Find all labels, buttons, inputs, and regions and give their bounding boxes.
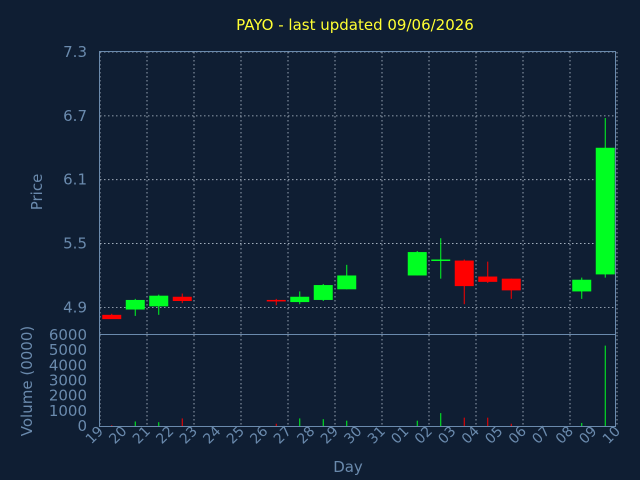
candle-body xyxy=(431,259,451,262)
volume-tick-label: 1000 xyxy=(49,402,87,420)
day-tick-label: 09 xyxy=(576,424,600,448)
volume-tick-label: 4000 xyxy=(49,356,87,374)
x-axis-label: Day xyxy=(333,458,363,476)
chart-title: PAYO - last updated 09/06/2026 xyxy=(236,16,474,34)
day-tick-label: 29 xyxy=(318,424,342,448)
volume-tick-label: 3000 xyxy=(49,372,87,390)
day-tick-label: 20 xyxy=(106,424,130,448)
candle-body xyxy=(337,275,357,290)
day-tick-label: 30 xyxy=(341,424,365,448)
day-tick-label: 23 xyxy=(177,424,201,448)
day-tick-label: 10 xyxy=(600,424,624,448)
day-tick-label: 02 xyxy=(412,424,436,448)
candle-body xyxy=(501,278,521,291)
day-tick-label: 07 xyxy=(529,424,553,448)
day-tick-labels: 19 20 21 22 23 24 25 26 27 28 29 30 31 01 02 03 04 05 06 07… xyxy=(83,423,624,447)
day-tick-label: 08 xyxy=(553,424,577,448)
day-tick-label: 26 xyxy=(247,423,271,447)
candle-body xyxy=(595,147,615,275)
candle-body xyxy=(102,314,122,320)
price-tick-labels: 4.9 5.5 6.1 6.7 7.3 xyxy=(63,43,87,316)
day-tick-label: 04 xyxy=(459,423,483,447)
day-tick-label: 06 xyxy=(506,423,530,447)
candles-layer xyxy=(102,117,615,320)
volume-grid xyxy=(99,335,618,426)
day-tick-label: 22 xyxy=(153,424,177,448)
volume-bars-layer xyxy=(111,345,606,426)
candle-body xyxy=(407,252,427,276)
candle-body xyxy=(313,285,333,300)
candle-body xyxy=(125,299,145,310)
price-tick-label: 7.3 xyxy=(63,43,87,61)
candle-body xyxy=(478,276,498,282)
volume-tick-label: 0 xyxy=(77,417,87,435)
candle-body xyxy=(454,260,474,287)
candle-body xyxy=(172,296,192,302)
volume-tick-label: 2000 xyxy=(49,387,87,405)
day-tick-label: 31 xyxy=(365,424,389,448)
price-axis-label: Price xyxy=(28,174,46,211)
candle-body xyxy=(290,296,310,303)
candle-body xyxy=(572,279,592,292)
volume-tick-label: 6000 xyxy=(49,326,87,344)
candle-body xyxy=(266,299,286,302)
day-tick-label: 21 xyxy=(130,424,154,448)
day-tick-label: 05 xyxy=(482,424,506,448)
volume-axis-label: Volume (0000) xyxy=(18,326,36,436)
volume-tick-label: 5000 xyxy=(49,341,87,359)
day-tick-label: 03 xyxy=(435,424,459,448)
candle-body xyxy=(149,295,169,307)
volume-panel-frame xyxy=(99,334,616,427)
price-tick-label: 5.5 xyxy=(63,235,87,253)
day-tick-label: 01 xyxy=(388,424,412,448)
day-tick-label: 28 xyxy=(294,424,318,448)
price-grid xyxy=(99,51,618,334)
price-panel-frame xyxy=(99,51,616,335)
price-tick-label: 6.1 xyxy=(63,171,87,189)
day-tick-label: 27 xyxy=(271,424,295,448)
price-tick-label: 6.7 xyxy=(63,107,87,125)
price-tick-label: 4.9 xyxy=(63,298,87,316)
day-tick-label: 24 xyxy=(200,423,224,447)
day-tick-label: 25 xyxy=(224,424,248,448)
